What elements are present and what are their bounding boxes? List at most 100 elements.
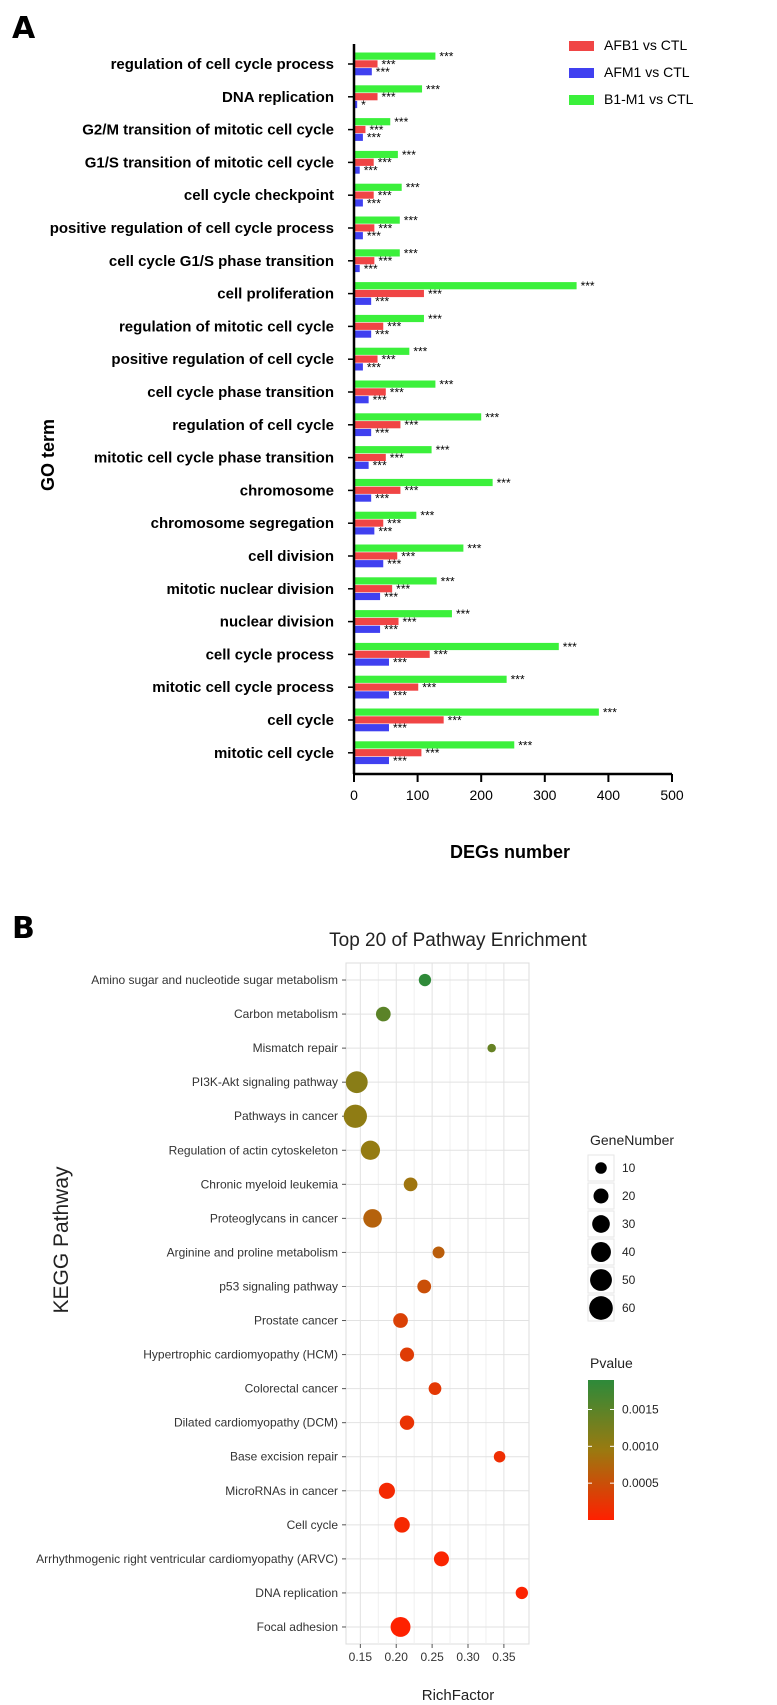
bar-afb1-vs-ctl (354, 388, 386, 396)
significance-label: *** (428, 287, 442, 301)
significance-label: *** (394, 115, 408, 129)
bar-afb1-vs-ctl (354, 158, 374, 166)
bar-afm1-vs-ctl (354, 658, 389, 666)
go-term-label: cell cycle G1/S phase transition (109, 253, 334, 270)
pathway-point (390, 1617, 411, 1637)
significance-label: *** (403, 615, 417, 629)
bar-b1-m1-vs-ctl (354, 577, 437, 585)
significance-label: *** (603, 706, 617, 720)
color-legend-label: 0.0005 (622, 1476, 659, 1490)
kegg-ylabel: KEGG Pathway (50, 1166, 73, 1314)
significance-label: *** (367, 360, 381, 374)
bar-afb1-vs-ctl (354, 519, 384, 527)
bar-afb1-vs-ctl (354, 716, 444, 724)
pathway-point (418, 973, 432, 987)
go-term-label: cell cycle phase transition (147, 384, 334, 401)
size-legend-key (587, 1182, 615, 1210)
pathway-point (363, 1209, 382, 1228)
bar-afm1-vs-ctl (354, 232, 363, 240)
go-term-label: nuclear division (220, 614, 334, 631)
pathway-label: Dilated cardiomyopathy (DCM) (174, 1416, 338, 1430)
bar-afb1-vs-ctl (354, 683, 419, 691)
significance-label: *** (367, 131, 381, 145)
significance-label: *** (393, 754, 407, 768)
bar-b1-m1-vs-ctl (354, 282, 577, 290)
kegg-title: Top 20 of Pathway Enrichment (329, 930, 587, 951)
go-term-label: cell proliferation (217, 286, 334, 303)
significance-label: *** (378, 524, 392, 538)
significance-label: *** (378, 254, 392, 268)
significance-label: *** (485, 410, 499, 424)
bar-afb1-vs-ctl (354, 322, 384, 330)
bar-afm1-vs-ctl (354, 494, 372, 502)
pathway-point (403, 1177, 418, 1192)
legend-swatch-afb1-vs-ctl (569, 41, 594, 51)
significance-label: *** (378, 156, 392, 170)
go-term-label: regulation of cell cycle process (111, 56, 334, 73)
significance-label: *** (467, 542, 481, 556)
significance-label: *** (367, 229, 381, 243)
significance-label: *** (367, 196, 381, 210)
significance-label: *** (439, 50, 453, 64)
pathway-point (394, 1517, 410, 1533)
go-term-label: positive regulation of cell cycle proces… (50, 220, 334, 237)
go-xtick-label: 0 (350, 787, 358, 803)
bar-afm1-vs-ctl (354, 461, 369, 469)
bar-b1-m1-vs-ctl (354, 478, 493, 487)
significance-label: *** (390, 385, 404, 399)
bar-b1-m1-vs-ctl (354, 85, 423, 93)
legend-swatch-b1-m1-vs-ctl (569, 95, 594, 105)
bar-afb1-vs-ctl (354, 650, 430, 658)
bar-afm1-vs-ctl (354, 297, 372, 305)
pathway-label: Arginine and proline metabolism (167, 1245, 338, 1259)
legend-label: AFB1 vs CTL (604, 37, 687, 53)
significance-label: *** (387, 557, 401, 571)
kegg-xtick-label: 0.35 (492, 1650, 516, 1664)
size-legend-label: 60 (622, 1301, 636, 1315)
significance-label: *** (426, 82, 440, 96)
pathway-point (375, 1006, 391, 1022)
significance-label: *** (420, 509, 434, 523)
pathway-point (378, 1482, 395, 1499)
pathway-label: Amino sugar and nucleotide sugar metabol… (91, 973, 338, 987)
size-legend-label: 20 (622, 1189, 636, 1203)
go-term-label: cell division (248, 548, 334, 565)
bar-afb1-vs-ctl (354, 486, 401, 494)
bar-b1-m1-vs-ctl (354, 118, 391, 126)
go-term-label: mitotic nuclear division (166, 581, 334, 598)
bar-b1-m1-vs-ctl (354, 150, 398, 159)
bar-afm1-vs-ctl (354, 396, 369, 404)
pathway-point (493, 1450, 506, 1463)
pathway-point (399, 1415, 415, 1430)
legend-label: AFM1 vs CTL (604, 64, 690, 80)
go-term-label: positive regulation of cell cycle (111, 351, 334, 368)
significance-label: *** (413, 345, 427, 359)
significance-label: *** (581, 279, 595, 293)
go-xtick-label: 500 (660, 787, 684, 803)
pathway-point (343, 1104, 367, 1128)
bar-afb1-vs-ctl (354, 749, 422, 757)
size-legend-circle (589, 1296, 613, 1320)
bar-b1-m1-vs-ctl (354, 610, 452, 618)
bar-b1-m1-vs-ctl (354, 314, 424, 323)
significance-label: *** (384, 590, 398, 604)
pathway-label: Regulation of actin cytoskeleton (169, 1143, 338, 1157)
pathway-point (432, 1246, 445, 1259)
pathway-label: MicroRNAs in cancer (225, 1484, 338, 1498)
bar-afm1-vs-ctl (354, 756, 389, 765)
significance-label: *** (382, 57, 396, 71)
bar-afb1-vs-ctl (354, 224, 375, 232)
bar-afb1-vs-ctl (354, 355, 378, 363)
bar-b1-m1-vs-ctl (354, 183, 402, 191)
go-xtick-label: 200 (470, 787, 494, 803)
significance-label: *** (428, 312, 442, 326)
pathway-label: Chronic myeloid leukemia (201, 1177, 339, 1191)
pathway-label: Pathways in cancer (234, 1109, 338, 1123)
significance-label: *** (404, 484, 418, 498)
significance-label: *** (402, 148, 416, 162)
significance-label: *** (390, 451, 404, 465)
significance-label: *** (364, 164, 378, 178)
panel-label-a: A (12, 11, 36, 46)
go-xtick-label: 400 (597, 787, 621, 803)
